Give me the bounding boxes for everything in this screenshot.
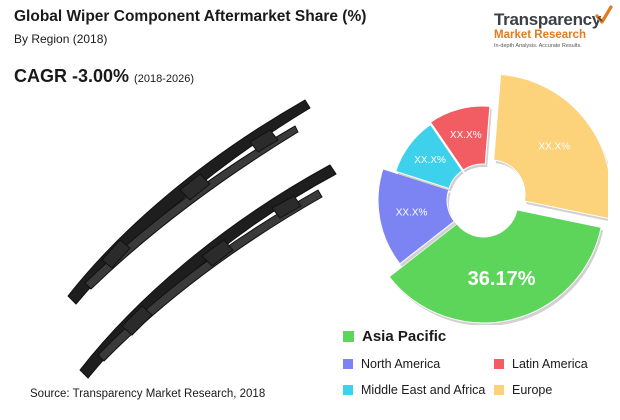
logo-line1: Transparency [494,10,601,29]
wiper-blades-illustration [67,99,337,379]
slice-label-latin-america: XX.X% [450,130,482,141]
legend-swatch [343,359,353,369]
pie-slice-latin-america [429,105,491,171]
wiper-blade-bottom [79,164,337,379]
brand-logo: Transparency Market Research In-depth An… [494,5,614,56]
cagr-period: (2018-2026) [134,73,194,85]
cagr-label: CAGR -3.00% (2018-2026) [14,66,194,87]
pie-slice-asia-pacific [388,209,602,324]
legend-item-middle-east-africa: Middle East and Africa [343,383,485,397]
chart-subtitle: By Region (2018) [14,32,108,46]
legend-swatch [494,385,504,395]
legend-item-north-america: North America [343,357,440,371]
legend-item-asia-pacific: Asia Pacific [343,328,446,345]
legend-swatch [494,359,504,369]
slice-label-europe: XX.X% [538,141,570,152]
pie-slice-europe [493,75,608,219]
legend-item-latin-america: Latin America [494,357,588,371]
legend-swatch [343,331,354,342]
slice-label-asia-pacific: 36.17% [468,268,536,290]
pie-slice-north-america [377,168,455,265]
legend-swatch [343,385,353,395]
slice-label-north-america: XX.X% [396,207,428,218]
logo-tagline: In-depth Analysis. Accurate Results. [494,43,582,49]
donut-hole [450,167,516,233]
legend-label: Latin America [512,357,588,371]
pie-slice-middle-east-and-africa [395,123,463,190]
logo-line2: Market Research [494,29,587,41]
legend-label: Europe [512,383,553,397]
wiper-blade-top [67,99,311,305]
slice-label-middle-east-and-africa: XX.X% [414,155,446,166]
logo-check-icon [595,5,613,24]
legend-item-europe: Europe [494,383,552,397]
legend-label: Middle East and Africa [361,383,486,397]
chart-title: Global Wiper Component Aftermarket Share… [14,8,367,25]
pie-chart: XX.X% 36.17% XX.X% XX.X% XX.X% [377,75,608,325]
legend-label: Asia Pacific [362,328,447,345]
source-note: Source: Transparency Market Research, 20… [30,388,266,400]
legend-label: North America [361,357,441,371]
cagr-value: CAGR -3.00% [14,66,130,86]
